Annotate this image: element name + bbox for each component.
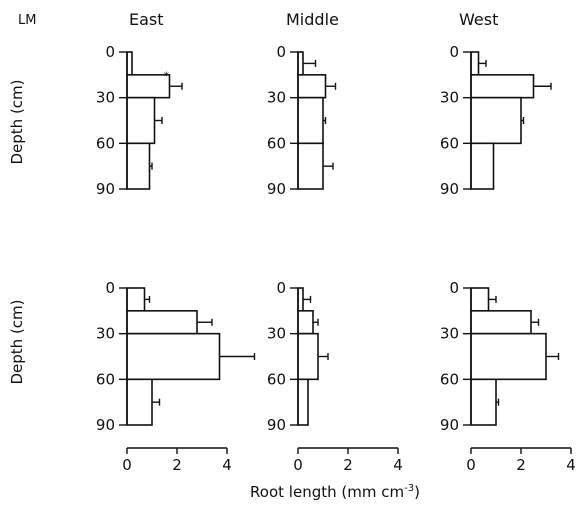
x-axis-label: Root length (mm cm-3) bbox=[250, 483, 420, 501]
depth-tick-label-bottom-west-2: 60 bbox=[440, 370, 459, 388]
depth-tick-label-top-west-3: 90 bbox=[440, 180, 459, 198]
x-tick-label-west-0: 0 bbox=[466, 456, 476, 474]
bar-top-west-1 bbox=[470, 74, 535, 99]
x-tick-label-west-1: 2 bbox=[516, 456, 526, 474]
depth-tick-label-bottom-middle-1: 30 bbox=[267, 325, 286, 343]
bar-top-middle-1 bbox=[297, 74, 327, 99]
bar-bottom-middle-1 bbox=[297, 310, 314, 335]
bar-top-east-3 bbox=[126, 142, 151, 190]
bar-top-west-3 bbox=[470, 142, 495, 190]
x-tick-label-middle-1: 2 bbox=[343, 456, 353, 474]
x-axis-label-close: ) bbox=[414, 483, 420, 501]
depth-tick-label-top-middle-1: 30 bbox=[267, 89, 286, 107]
x-axis-label-exponent: -3 bbox=[404, 483, 414, 494]
depth-tick-label-bottom-middle-2: 60 bbox=[267, 370, 286, 388]
depth-tick-label-top-west-0: 0 bbox=[449, 43, 459, 61]
bar-bottom-west-0 bbox=[470, 287, 490, 312]
significance-marker-top-east: * bbox=[164, 69, 170, 82]
depth-tick-label-top-middle-2: 60 bbox=[267, 134, 286, 152]
bar-bottom-middle-3 bbox=[297, 378, 309, 426]
x-tick-label-east-2: 4 bbox=[222, 456, 232, 474]
site-code-label: LM bbox=[18, 13, 36, 28]
bar-bottom-middle-2 bbox=[297, 332, 319, 381]
column-title-middle: Middle bbox=[286, 10, 339, 29]
depth-tick-label-top-middle-3: 90 bbox=[267, 180, 286, 198]
y-axis-label-top: Depth (cm) bbox=[8, 79, 26, 164]
depth-tick-label-top-west-1: 30 bbox=[440, 89, 459, 107]
chart-marks: * 0 30 60 90 0 30 60 90 0 30 60 90 0 30 60 90 0 30 60 90 0 30 6… bbox=[96, 43, 576, 474]
bar-bottom-west-1 bbox=[470, 310, 532, 335]
bar-bottom-east-1 bbox=[126, 310, 198, 335]
bar-top-middle-2 bbox=[297, 96, 324, 145]
depth-tick-label-top-west-2: 60 bbox=[440, 134, 459, 152]
depth-tick-label-bottom-east-0: 0 bbox=[105, 279, 115, 297]
depth-tick-label-top-east-0: 0 bbox=[105, 43, 115, 61]
depth-tick-label-bottom-west-3: 90 bbox=[440, 416, 459, 434]
x-tick-label-middle-2: 4 bbox=[393, 456, 403, 474]
depth-tick-label-top-east-1: 30 bbox=[96, 89, 115, 107]
x-axis-label-main: Root length (mm cm bbox=[250, 483, 404, 501]
bar-bottom-east-0 bbox=[126, 287, 146, 312]
x-tick-label-middle-0: 0 bbox=[293, 456, 303, 474]
depth-tick-label-top-middle-0: 0 bbox=[276, 43, 286, 61]
column-title-west: West bbox=[459, 10, 498, 29]
bar-bottom-east-3 bbox=[126, 378, 153, 426]
depth-tick-label-bottom-west-0: 0 bbox=[449, 279, 459, 297]
x-tick-label-east-0: 0 bbox=[122, 456, 132, 474]
depth-tick-label-bottom-east-2: 60 bbox=[96, 370, 115, 388]
bar-top-east-2 bbox=[126, 96, 156, 145]
depth-tick-label-bottom-east-1: 30 bbox=[96, 325, 115, 343]
depth-tick-label-bottom-middle-0: 0 bbox=[276, 279, 286, 297]
bar-bottom-west-3 bbox=[470, 378, 497, 426]
bar-bottom-west-2 bbox=[470, 332, 547, 381]
bar-top-west-0 bbox=[470, 51, 480, 76]
depth-tick-label-bottom-middle-3: 90 bbox=[267, 416, 286, 434]
depth-tick-label-bottom-east-3: 90 bbox=[96, 416, 115, 434]
x-tick-label-east-1: 2 bbox=[172, 456, 182, 474]
bar-top-west-2 bbox=[470, 96, 522, 145]
column-title-east: East bbox=[129, 10, 164, 29]
x-tick-label-west-2: 4 bbox=[566, 456, 576, 474]
bar-bottom-east-2 bbox=[126, 332, 221, 381]
depth-tick-label-bottom-west-1: 30 bbox=[440, 325, 459, 343]
y-axis-label-bottom: Depth (cm) bbox=[8, 299, 26, 384]
depth-tick-label-top-east-2: 60 bbox=[96, 134, 115, 152]
bar-top-middle-3 bbox=[297, 142, 324, 190]
depth-tick-label-top-east-3: 90 bbox=[96, 180, 115, 198]
